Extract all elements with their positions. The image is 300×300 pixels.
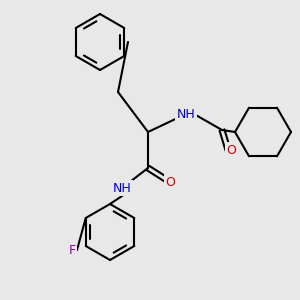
- Text: NH: NH: [112, 182, 131, 194]
- Text: NH: NH: [177, 107, 195, 121]
- Text: F: F: [68, 244, 76, 256]
- Text: O: O: [165, 176, 175, 188]
- Text: O: O: [226, 143, 236, 157]
